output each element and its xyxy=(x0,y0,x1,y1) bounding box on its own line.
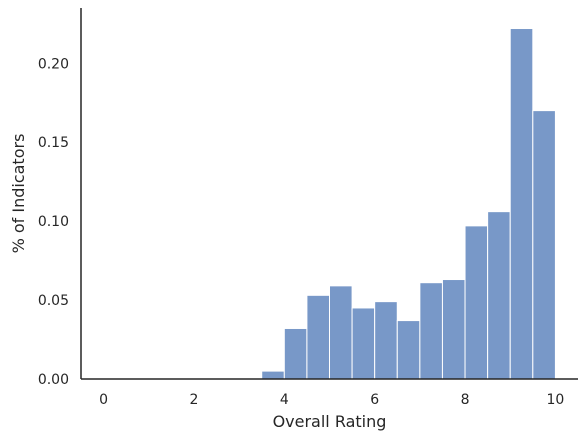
x-tick-label: 0 xyxy=(99,392,108,408)
x-tick-label: 2 xyxy=(189,392,198,408)
histogram-bar xyxy=(532,110,556,380)
y-ticks: 0.00 0.05 0.10 0.15 0.20 xyxy=(38,56,69,388)
x-tick-label: 10 xyxy=(546,392,564,408)
y-tick-label: 0.15 xyxy=(38,135,69,151)
histogram-bar xyxy=(306,294,330,380)
x-tick-label: 4 xyxy=(280,392,289,408)
x-axis-label: Overall Rating xyxy=(273,412,387,431)
axes-layer xyxy=(80,8,578,380)
histogram-bar xyxy=(283,327,308,380)
x-tick-label: 6 xyxy=(370,392,379,408)
bars-layer xyxy=(261,28,556,380)
histogram-bar xyxy=(509,28,534,380)
histogram-bar xyxy=(261,370,285,380)
histogram-bar xyxy=(441,279,466,380)
y-tick-label: 0.00 xyxy=(38,372,69,388)
y-tick-label: 0.20 xyxy=(38,56,69,72)
histogram-bar xyxy=(396,320,421,380)
histogram-bar xyxy=(487,211,511,380)
histogram-bar xyxy=(351,307,376,380)
y-tick-label: 0.10 xyxy=(38,214,69,230)
histogram-bar xyxy=(329,285,353,380)
histogram-bar xyxy=(419,282,443,380)
x-ticks: 0 2 4 6 8 10 xyxy=(99,392,564,408)
x-tick-label: 8 xyxy=(461,392,470,408)
y-tick-label: 0.05 xyxy=(38,293,69,309)
y-axis-label: % of Indicators xyxy=(9,134,28,254)
histogram-bar xyxy=(374,301,398,380)
histogram-bar xyxy=(464,225,489,380)
